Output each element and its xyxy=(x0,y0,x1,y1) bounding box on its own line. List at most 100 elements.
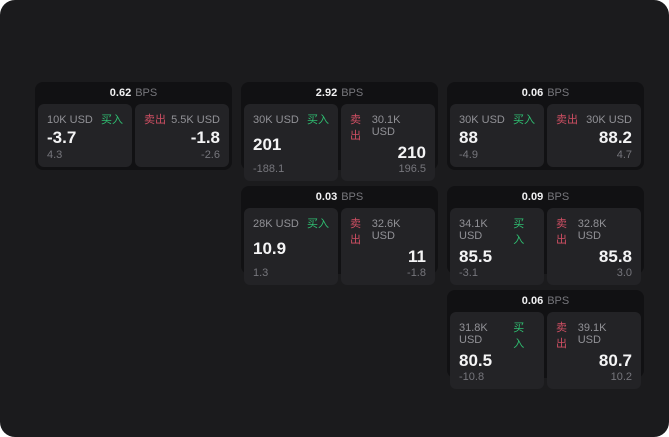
quote-panels: 10K USD 买入 -3.7 4.3 卖出 5.5K USD -1.8 -2.… xyxy=(38,104,229,167)
sell-price: 85.8 xyxy=(598,247,632,266)
bps-header: 2.92 BPS xyxy=(244,82,435,104)
buy-pnl: -3.1 xyxy=(459,267,478,279)
quote-card: 0.06 BPS 31.8K USD 买入 80.5 -10.8 卖出 39.1… xyxy=(447,290,644,389)
buy-size-label: 31.8K USD xyxy=(459,322,488,346)
sell-size-label: 39.1K USD xyxy=(577,322,607,346)
sell-side-label: 卖出 xyxy=(350,114,361,142)
sell-panel-top: 卖出 39.1K USD xyxy=(556,319,632,351)
sell-side-label: 卖出 xyxy=(144,114,166,126)
sell-price: 11 xyxy=(408,247,426,266)
buy-pnl: -4.9 xyxy=(459,149,478,161)
sell-panel[interactable]: 卖出 32.6K USD 11 -1.8 xyxy=(341,208,435,285)
buy-pnl: -10.8 xyxy=(459,371,485,383)
buy-panel[interactable]: 28K USD 买入 10.9 1.3 xyxy=(244,208,338,285)
sell-pnl: 10.2 xyxy=(610,371,632,383)
buy-panel[interactable]: 31.8K USD 买入 80.5 -10.8 xyxy=(450,312,544,389)
bps-value: 2.92 xyxy=(315,87,338,99)
buy-size-label: 10K USD xyxy=(47,114,93,126)
buy-price: -3.7 xyxy=(47,128,77,147)
sell-panel-top: 卖出 32.8K USD xyxy=(556,215,632,247)
buy-pnl: -188.1 xyxy=(253,163,285,175)
sell-panel[interactable]: 卖出 39.1K USD 80.7 10.2 xyxy=(547,312,641,389)
sell-side-label: 卖出 xyxy=(350,218,361,246)
sell-pnl: 4.7 xyxy=(616,149,632,161)
quote-card: 0.09 BPS 34.1K USD 买入 85.5 -3.1 卖出 32.8K… xyxy=(447,186,644,285)
sell-size-label: 30K USD xyxy=(586,114,632,126)
quotes-grid: 0.62 BPS 10K USD 买入 -3.7 4.3 卖出 5.5K USD… xyxy=(35,82,644,389)
buy-panel-top: 34.1K USD 买入 xyxy=(459,215,535,247)
buy-panel-top: 10K USD 买入 xyxy=(47,111,123,127)
bps-unit-label: BPS xyxy=(135,87,158,99)
bps-header: 0.62 BPS xyxy=(38,82,229,104)
quote-card: 2.92 BPS 30K USD 买入 201 -188.1 卖出 30.1K … xyxy=(241,82,438,181)
quote-panels: 34.1K USD 买入 85.5 -3.1 卖出 32.8K USD 85.8… xyxy=(450,208,641,285)
bps-value: 0.09 xyxy=(521,191,544,203)
buy-size-label: 30K USD xyxy=(459,114,505,126)
quote-card: 0.06 BPS 30K USD 买入 88 -4.9 卖出 30K USD 8… xyxy=(447,82,644,170)
sell-panel-top: 卖出 30K USD xyxy=(556,111,632,127)
bps-value: 0.62 xyxy=(109,87,132,99)
sell-price: 210 xyxy=(397,143,426,162)
sell-panel[interactable]: 卖出 30K USD 88.2 4.7 xyxy=(547,104,641,167)
bps-unit-label: BPS xyxy=(547,295,570,307)
sell-panel-top: 卖出 32.6K USD xyxy=(350,215,426,247)
buy-panel-top: 30K USD 买入 xyxy=(459,111,535,127)
bps-unit-label: BPS xyxy=(341,191,364,203)
bps-value: 0.03 xyxy=(315,191,338,203)
sell-panel[interactable]: 卖出 5.5K USD -1.8 -2.6 xyxy=(135,104,229,167)
quote-panels: 28K USD 买入 10.9 1.3 卖出 32.6K USD 11 -1.8 xyxy=(244,208,435,285)
buy-size-label: 28K USD xyxy=(253,218,299,230)
sell-panel-top: 卖出 30.1K USD xyxy=(350,111,426,143)
bps-unit-label: BPS xyxy=(547,191,570,203)
sell-panel[interactable]: 卖出 30.1K USD 210 196.5 xyxy=(341,104,435,181)
sell-size-label: 32.8K USD xyxy=(577,218,607,242)
buy-price: 88 xyxy=(459,128,478,147)
sell-price: -1.8 xyxy=(190,128,220,147)
buy-size-label: 30K USD xyxy=(253,114,299,126)
sell-pnl: 3.0 xyxy=(616,267,632,279)
buy-price: 10.9 xyxy=(253,239,287,258)
sell-size-label: 5.5K USD xyxy=(171,114,220,126)
buy-side-label: 买入 xyxy=(513,218,525,246)
quote-panels: 31.8K USD 买入 80.5 -10.8 卖出 39.1K USD 80.… xyxy=(450,312,641,389)
sell-price: 80.7 xyxy=(598,351,632,370)
buy-panel[interactable]: 30K USD 买入 88 -4.9 xyxy=(450,104,544,167)
bps-unit-label: BPS xyxy=(547,87,570,99)
buy-price: 80.5 xyxy=(459,351,493,370)
sell-panel-top: 卖出 5.5K USD xyxy=(144,111,220,127)
buy-pnl: 4.3 xyxy=(47,149,63,161)
bps-header: 0.03 BPS xyxy=(244,186,435,208)
bps-header: 0.06 BPS xyxy=(450,82,641,104)
sell-side-label: 卖出 xyxy=(556,114,578,126)
sell-price: 88.2 xyxy=(598,128,632,147)
quote-card: 0.62 BPS 10K USD 买入 -3.7 4.3 卖出 5.5K USD… xyxy=(35,82,232,170)
buy-side-label: 买入 xyxy=(513,114,535,126)
buy-panel[interactable]: 34.1K USD 买入 85.5 -3.1 xyxy=(450,208,544,285)
bps-value: 0.06 xyxy=(521,87,544,99)
sell-side-label: 卖出 xyxy=(556,218,567,246)
buy-panel[interactable]: 10K USD 买入 -3.7 4.3 xyxy=(38,104,132,167)
buy-side-label: 买入 xyxy=(307,114,329,126)
buy-pnl: 1.3 xyxy=(253,267,269,279)
quote-card: 0.03 BPS 28K USD 买入 10.9 1.3 卖出 32.6K US… xyxy=(241,186,438,285)
bps-unit-label: BPS xyxy=(341,87,364,99)
buy-panel[interactable]: 30K USD 买入 201 -188.1 xyxy=(244,104,338,181)
buy-side-label: 买入 xyxy=(513,322,525,350)
sell-size-label: 32.6K USD xyxy=(371,218,401,242)
bps-value: 0.06 xyxy=(521,295,544,307)
buy-size-label: 34.1K USD xyxy=(459,218,488,242)
buy-panel-top: 31.8K USD 买入 xyxy=(459,319,535,351)
buy-panel-top: 30K USD 买入 xyxy=(253,111,329,127)
sell-size-label: 30.1K USD xyxy=(371,114,401,138)
sell-side-label: 卖出 xyxy=(556,322,567,350)
buy-price: 85.5 xyxy=(459,247,493,266)
buy-price: 201 xyxy=(253,135,282,154)
quote-panels: 30K USD 买入 201 -188.1 卖出 30.1K USD 210 1… xyxy=(244,104,435,181)
bps-header: 0.09 BPS xyxy=(450,186,641,208)
sell-pnl: -1.8 xyxy=(407,267,426,279)
buy-side-label: 买入 xyxy=(307,218,329,230)
sell-pnl: -2.6 xyxy=(201,149,220,161)
sell-panel[interactable]: 卖出 32.8K USD 85.8 3.0 xyxy=(547,208,641,285)
